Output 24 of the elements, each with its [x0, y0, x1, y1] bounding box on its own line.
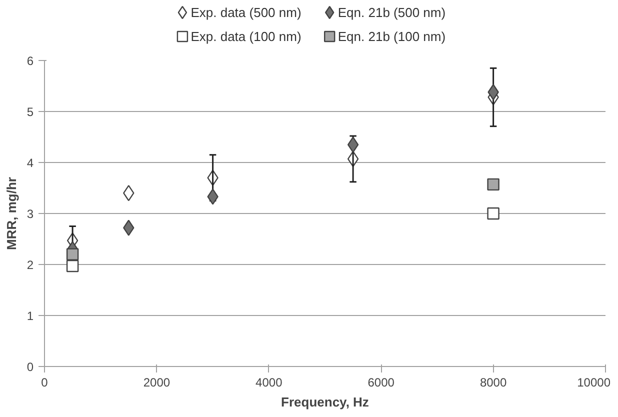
y-axis-title: MRR, mg/hr [4, 177, 19, 250]
y-tick-label: 3 [26, 207, 34, 221]
y-tick-label: 2 [26, 258, 34, 272]
y-tick-label: 6 [26, 54, 34, 68]
x-tick-label: 10000 [577, 376, 611, 390]
legend-label: Exp. data (500 nm) [190, 5, 302, 20]
legend-label: Exp. data (100 nm) [190, 29, 302, 44]
x-tick-label: 0 [41, 376, 48, 390]
y-tick-label: 0 [26, 360, 34, 374]
x-axis-title: Frequency, Hz [281, 394, 370, 410]
point [66, 260, 79, 272]
point [347, 136, 359, 153]
x-tick-label: 4000 [256, 376, 283, 390]
y-tick-label: 1 [26, 309, 34, 323]
y-tick-label: 4 [26, 156, 34, 170]
x-tick-label: 8000 [480, 376, 507, 390]
point [487, 178, 500, 191]
y-tick-label: 5 [26, 105, 34, 119]
point [66, 248, 79, 260]
point [487, 207, 500, 220]
legend-label: Eqn. 21b (500 nm) [338, 5, 446, 20]
x-tick-label: 2000 [143, 376, 170, 390]
legend-label: Eqn. 21b (100 nm) [338, 29, 446, 44]
x-tick-label: 6000 [368, 376, 395, 390]
